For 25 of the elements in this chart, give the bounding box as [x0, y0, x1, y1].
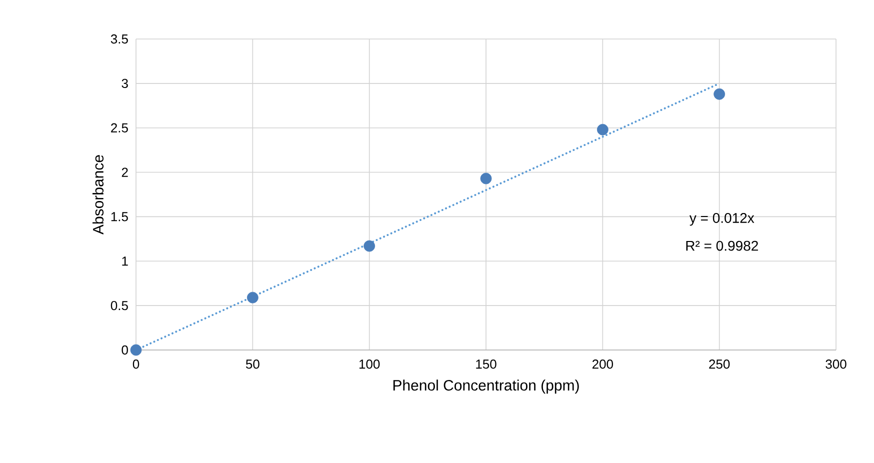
point: [714, 88, 726, 100]
y-tick-label: 0: [122, 345, 128, 355]
point: [596, 124, 608, 136]
y-tick-label: 0.5: [110, 300, 128, 310]
point: [246, 292, 258, 304]
y-axis-title: Absorbance: [92, 155, 104, 234]
annotation: y = 0.012x: [689, 213, 754, 226]
x-tick-label: 300: [826, 360, 846, 369]
x-tick-label: 100: [359, 360, 380, 369]
point: [364, 240, 376, 252]
annotation: R² = 0.9982: [686, 240, 758, 251]
y-tick-label: 3.5: [110, 34, 128, 44]
y-tick-label: 2.5: [111, 123, 128, 132]
x-axis-title: Phenol Concentration (ppm): [393, 380, 579, 394]
x-tick-label: 0: [132, 360, 140, 369]
y-tick-label: 1.5: [111, 212, 128, 222]
y-tick-label: 3: [122, 78, 128, 88]
point: [480, 172, 492, 184]
y-tick-label: 2: [122, 168, 128, 177]
x-tick-label: 50: [246, 360, 260, 369]
y-tick-label: 1: [122, 256, 128, 266]
x-tick-label: 250: [709, 360, 730, 369]
x-tick-label: 200: [592, 360, 614, 369]
x-tick-label: 150: [476, 360, 496, 369]
point: [130, 344, 142, 356]
